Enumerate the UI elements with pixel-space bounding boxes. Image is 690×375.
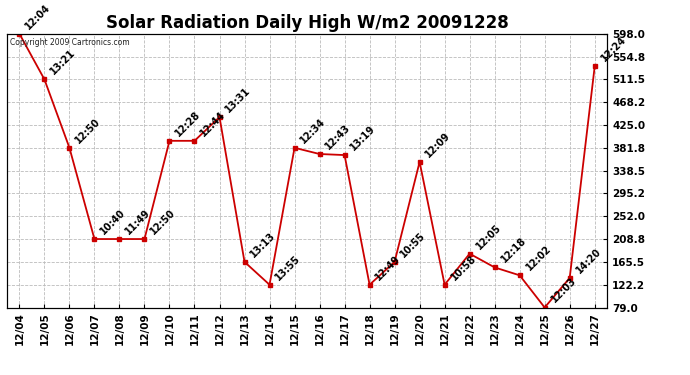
Text: 12:04: 12:04	[23, 2, 52, 31]
Text: 11:49: 11:49	[124, 207, 152, 236]
Text: 12:43: 12:43	[324, 122, 353, 151]
Text: 13:13: 13:13	[248, 230, 277, 259]
Text: 12:18: 12:18	[499, 236, 528, 265]
Text: 10:58: 10:58	[448, 253, 478, 282]
Text: 13:21: 13:21	[48, 48, 77, 76]
Text: 12:02: 12:02	[524, 243, 553, 273]
Text: 12:44: 12:44	[199, 109, 228, 138]
Text: 13:55: 13:55	[274, 253, 303, 282]
Text: 13:31: 13:31	[224, 86, 253, 114]
Text: 12:05: 12:05	[474, 222, 503, 251]
Text: 12:24: 12:24	[599, 34, 628, 64]
Text: 13:19: 13:19	[348, 123, 377, 152]
Text: 12:50: 12:50	[148, 207, 177, 236]
Text: 12:49: 12:49	[374, 253, 403, 282]
Text: 10:40: 10:40	[99, 207, 128, 236]
Text: 10:55: 10:55	[399, 230, 428, 259]
Text: 12:28: 12:28	[174, 109, 203, 138]
Text: 12:34: 12:34	[299, 116, 328, 145]
Title: Solar Radiation Daily High W/m2 20091228: Solar Radiation Daily High W/m2 20091228	[106, 14, 509, 32]
Text: 12:09: 12:09	[424, 130, 453, 159]
Text: 12:50: 12:50	[74, 116, 103, 145]
Text: 12:03: 12:03	[549, 276, 578, 305]
Text: Copyright 2009 Cartronics.com: Copyright 2009 Cartronics.com	[10, 38, 130, 47]
Text: 14:20: 14:20	[574, 246, 603, 275]
